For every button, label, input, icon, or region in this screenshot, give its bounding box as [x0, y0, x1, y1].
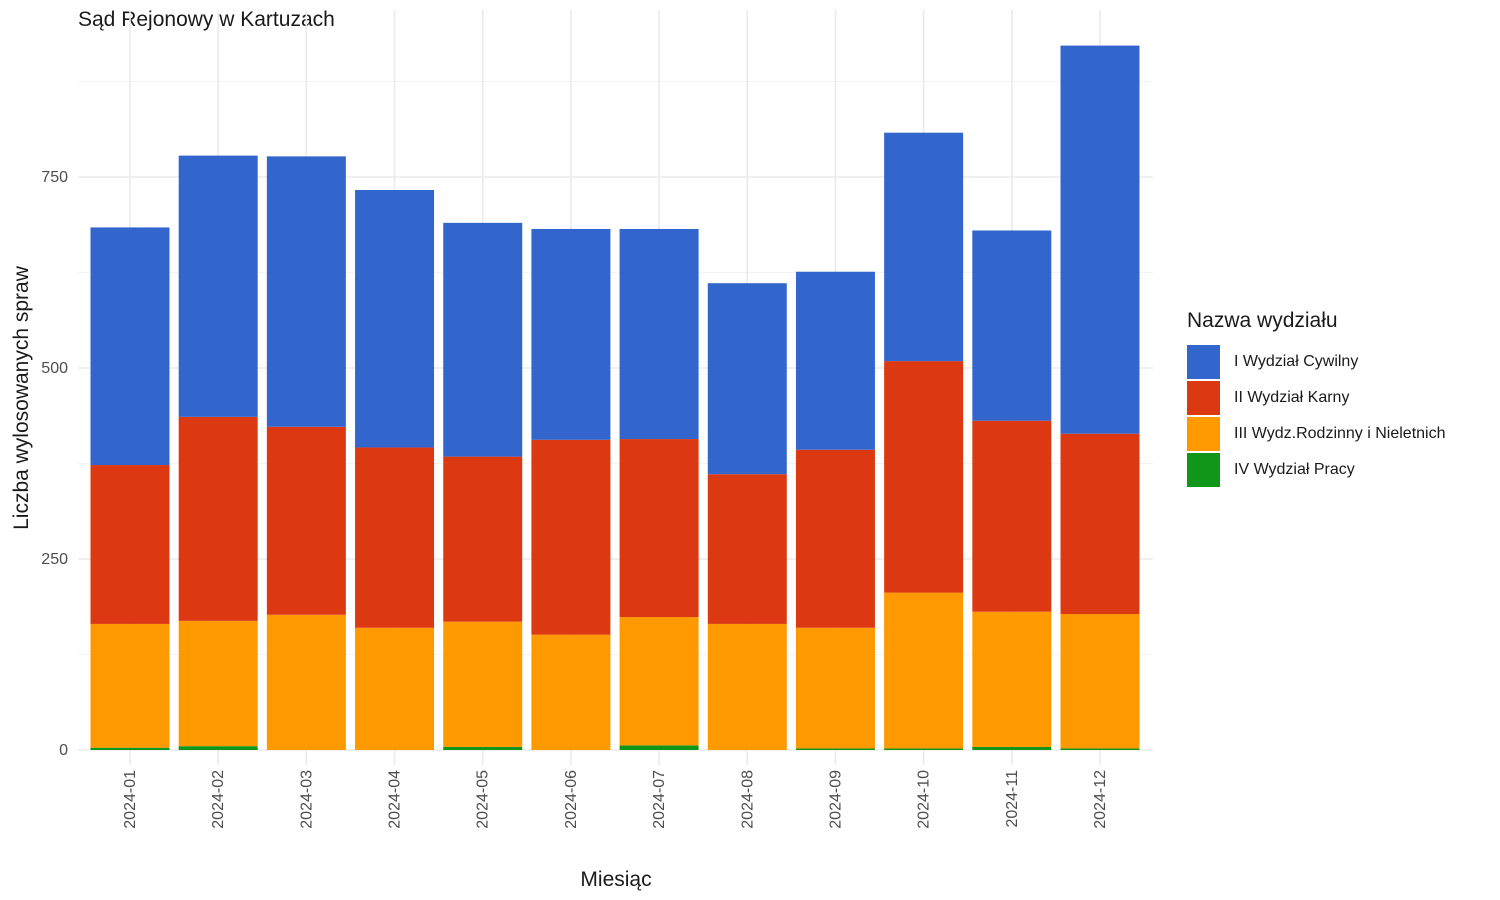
bar-segment	[1060, 433, 1140, 615]
legend-label: III Wydz.Rodzinny i Nieletnich	[1234, 425, 1446, 442]
bar-segment	[619, 439, 699, 618]
bar-segment	[884, 361, 964, 593]
legend-swatch	[1187, 381, 1220, 415]
legend-item: IV Wydział Pracy	[1187, 452, 1446, 488]
legend-swatch	[1187, 417, 1220, 451]
bar-segment	[531, 228, 611, 440]
bar-segment	[443, 222, 523, 457]
x-tick-label: 2024-10	[916, 770, 933, 829]
bar-segment	[707, 283, 787, 475]
x-tick-label: 2024-04	[387, 770, 404, 829]
bar-segment	[972, 746, 1052, 750]
x-tick-label: 2024-07	[651, 770, 668, 829]
legend: Nazwa wydziału I Wydział Cywilny II Wydzi…	[1187, 309, 1446, 488]
bar-segment	[90, 623, 170, 748]
bar-segment	[1060, 748, 1140, 750]
bar-segment	[795, 449, 875, 628]
x-axis-label: Miesiąc	[580, 868, 651, 891]
x-tick-label: 2024-06	[563, 770, 580, 829]
bar-segment	[266, 426, 346, 615]
legend-item: I Wydział Cywilny	[1187, 344, 1446, 380]
bar-segment	[178, 416, 258, 621]
bar-segment	[443, 621, 523, 747]
bar-segment	[972, 230, 1052, 421]
chart-title: Sąd Rejonowy w Kartuzach	[78, 8, 335, 31]
bar-segment	[884, 592, 964, 749]
bar-segment	[178, 155, 258, 417]
bar-segment	[531, 634, 611, 750]
x-tick-label: 2024-01	[122, 770, 139, 829]
legend-label: IV Wydział Pracy	[1234, 461, 1355, 478]
x-tick-label: 2024-11	[1004, 770, 1021, 828]
bar-segment	[443, 746, 523, 750]
bar-segment	[795, 271, 875, 450]
bar-segment	[795, 627, 875, 749]
legend-item: III Wydz.Rodzinny i Nieletnich	[1187, 416, 1446, 452]
bar-segment	[1060, 45, 1140, 434]
bar-segment	[972, 611, 1052, 747]
bar-segment	[972, 420, 1052, 612]
bar-segment	[355, 627, 435, 750]
bar-segment	[707, 623, 787, 750]
bar-segment	[619, 617, 699, 746]
bar-segment	[1060, 614, 1140, 749]
bar-segment	[90, 465, 170, 624]
y-axis-label: Liczba wylosowanych spraw	[10, 265, 33, 530]
bar-segment	[531, 439, 611, 635]
x-tick-label: 2024-05	[475, 770, 492, 829]
legend-label: II Wydział Karny	[1234, 389, 1350, 406]
y-axis-ticks: 0 250 500 750	[41, 169, 68, 759]
bar-segment	[707, 474, 787, 624]
y-tick-label: 0	[59, 742, 68, 759]
bar-segment	[266, 614, 346, 750]
x-tick-label: 2024-12	[1092, 770, 1109, 829]
bar-segment	[619, 745, 699, 750]
legend-item: II Wydział Karny	[1187, 380, 1446, 416]
bar-segment	[884, 132, 964, 362]
bar-segment	[355, 447, 435, 628]
legend-title: Nazwa wydziału	[1187, 309, 1338, 332]
y-tick-label: 500	[41, 360, 68, 377]
y-tick-label: 250	[41, 551, 68, 568]
bar-segment	[884, 748, 964, 750]
bar-segment	[266, 156, 346, 427]
bar-segment	[443, 456, 523, 622]
bar-segment	[90, 747, 170, 750]
legend-label: I Wydział Cywilny	[1234, 353, 1359, 370]
x-tick-label: 2024-09	[827, 770, 844, 829]
legend-swatch	[1187, 453, 1220, 487]
x-tick-label: 2024-02	[210, 770, 227, 829]
bar-segment	[795, 748, 875, 750]
x-tick-label: 2024-03	[298, 770, 315, 829]
bar-segment	[90, 227, 170, 466]
bar-segment	[178, 620, 258, 747]
legend-swatch	[1187, 345, 1220, 379]
x-tick-label: 2024-08	[739, 770, 756, 829]
bar-segment	[178, 746, 258, 750]
legend-items: I Wydział Cywilny II Wydział Karny III Wyd…	[1187, 344, 1446, 488]
y-tick-label: 750	[41, 169, 68, 186]
bar-segment	[355, 189, 435, 448]
bar-segment	[619, 228, 699, 440]
x-axis-ticks: 2024-01 2024-02 2024-03 2024-04 2024-05 2024-…	[122, 770, 1109, 829]
bars	[90, 45, 1140, 750]
